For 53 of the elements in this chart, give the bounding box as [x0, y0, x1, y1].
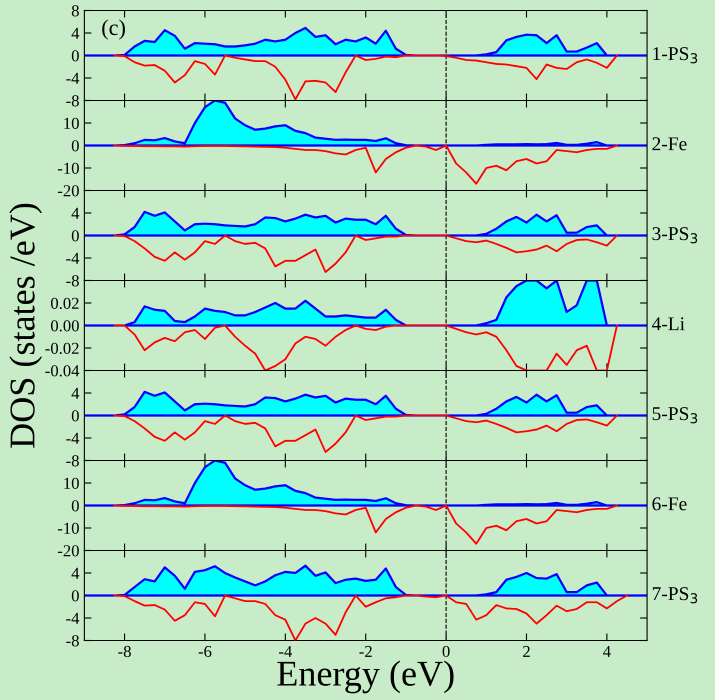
y-tick-label: 0 [72, 500, 79, 512]
text: 2-Fe [652, 137, 687, 150]
x-axis-title: Energy (eV) [277, 660, 454, 694]
y-tick-label: 0 [72, 230, 79, 242]
y-tick-label: -10 [58, 522, 79, 534]
y-tick-label: 0.00 [50, 320, 79, 332]
line-series [114, 324, 618, 370]
y-tick-label: 8 [72, 5, 79, 16]
text: 5-PS$_{3}$ [652, 407, 698, 424]
line-series [114, 504, 618, 545]
x-tick-label: -4 [279, 646, 292, 657]
text: 6-Fe [652, 497, 687, 510]
y-tick-label: -4 [66, 432, 80, 444]
y-tick-label: -8 [66, 275, 79, 286]
y-tick-label: -8 [66, 635, 79, 646]
y-tick-label: -0.04 [45, 365, 80, 377]
x-tick-label: 0 [442, 646, 450, 658]
line-series [114, 234, 618, 273]
y-tick-label: -20 [58, 545, 79, 556]
y-tick-label: -8 [66, 95, 79, 106]
y-tick-label: -4 [66, 612, 80, 624]
y-tick-label: -4 [66, 72, 80, 84]
y-tick-label: -4 [66, 252, 80, 264]
text: 3-PS$_{3}$ [652, 227, 698, 244]
x-tick-label: 2 [523, 646, 530, 657]
text: 1-PS$_{3}$ [653, 47, 698, 64]
text: 4-Li [652, 317, 685, 330]
y-tick-label: 0 [72, 50, 79, 62]
y-tick-label: -0.02 [45, 342, 79, 354]
y-tick-label: 10 [64, 118, 79, 129]
y-tick-label: 4 [72, 388, 80, 399]
line-series [114, 144, 618, 185]
line-series [114, 414, 618, 453]
y-tick-label: 4 [72, 28, 80, 39]
y-tick-label: 0.02 [50, 298, 79, 310]
y-tick-label: -8 [66, 455, 79, 466]
y-tick-label: 4 [72, 208, 80, 219]
y-tick-label: 10 [64, 478, 79, 489]
annotation: (c) [102, 20, 125, 40]
y-tick-label: 0 [72, 410, 79, 422]
y-tick-label: 0 [72, 590, 79, 602]
y-tick-label: -10 [58, 162, 79, 174]
x-tick-label: -6 [198, 646, 212, 658]
x-tick-label: -8 [118, 646, 131, 658]
y-tick-label: -20 [58, 185, 79, 196]
x-tick-label: -2 [359, 646, 372, 657]
line-series [114, 594, 628, 640]
x-tick-label: 4 [603, 646, 611, 657]
y-tick-label: 4 [72, 568, 80, 579]
y-tick-label: 0 [72, 140, 79, 152]
line-series [114, 54, 618, 100]
y-axis-title: DOS (states /eV) [9, 204, 42, 448]
text: 7-PS$_{3}$ [652, 587, 698, 604]
